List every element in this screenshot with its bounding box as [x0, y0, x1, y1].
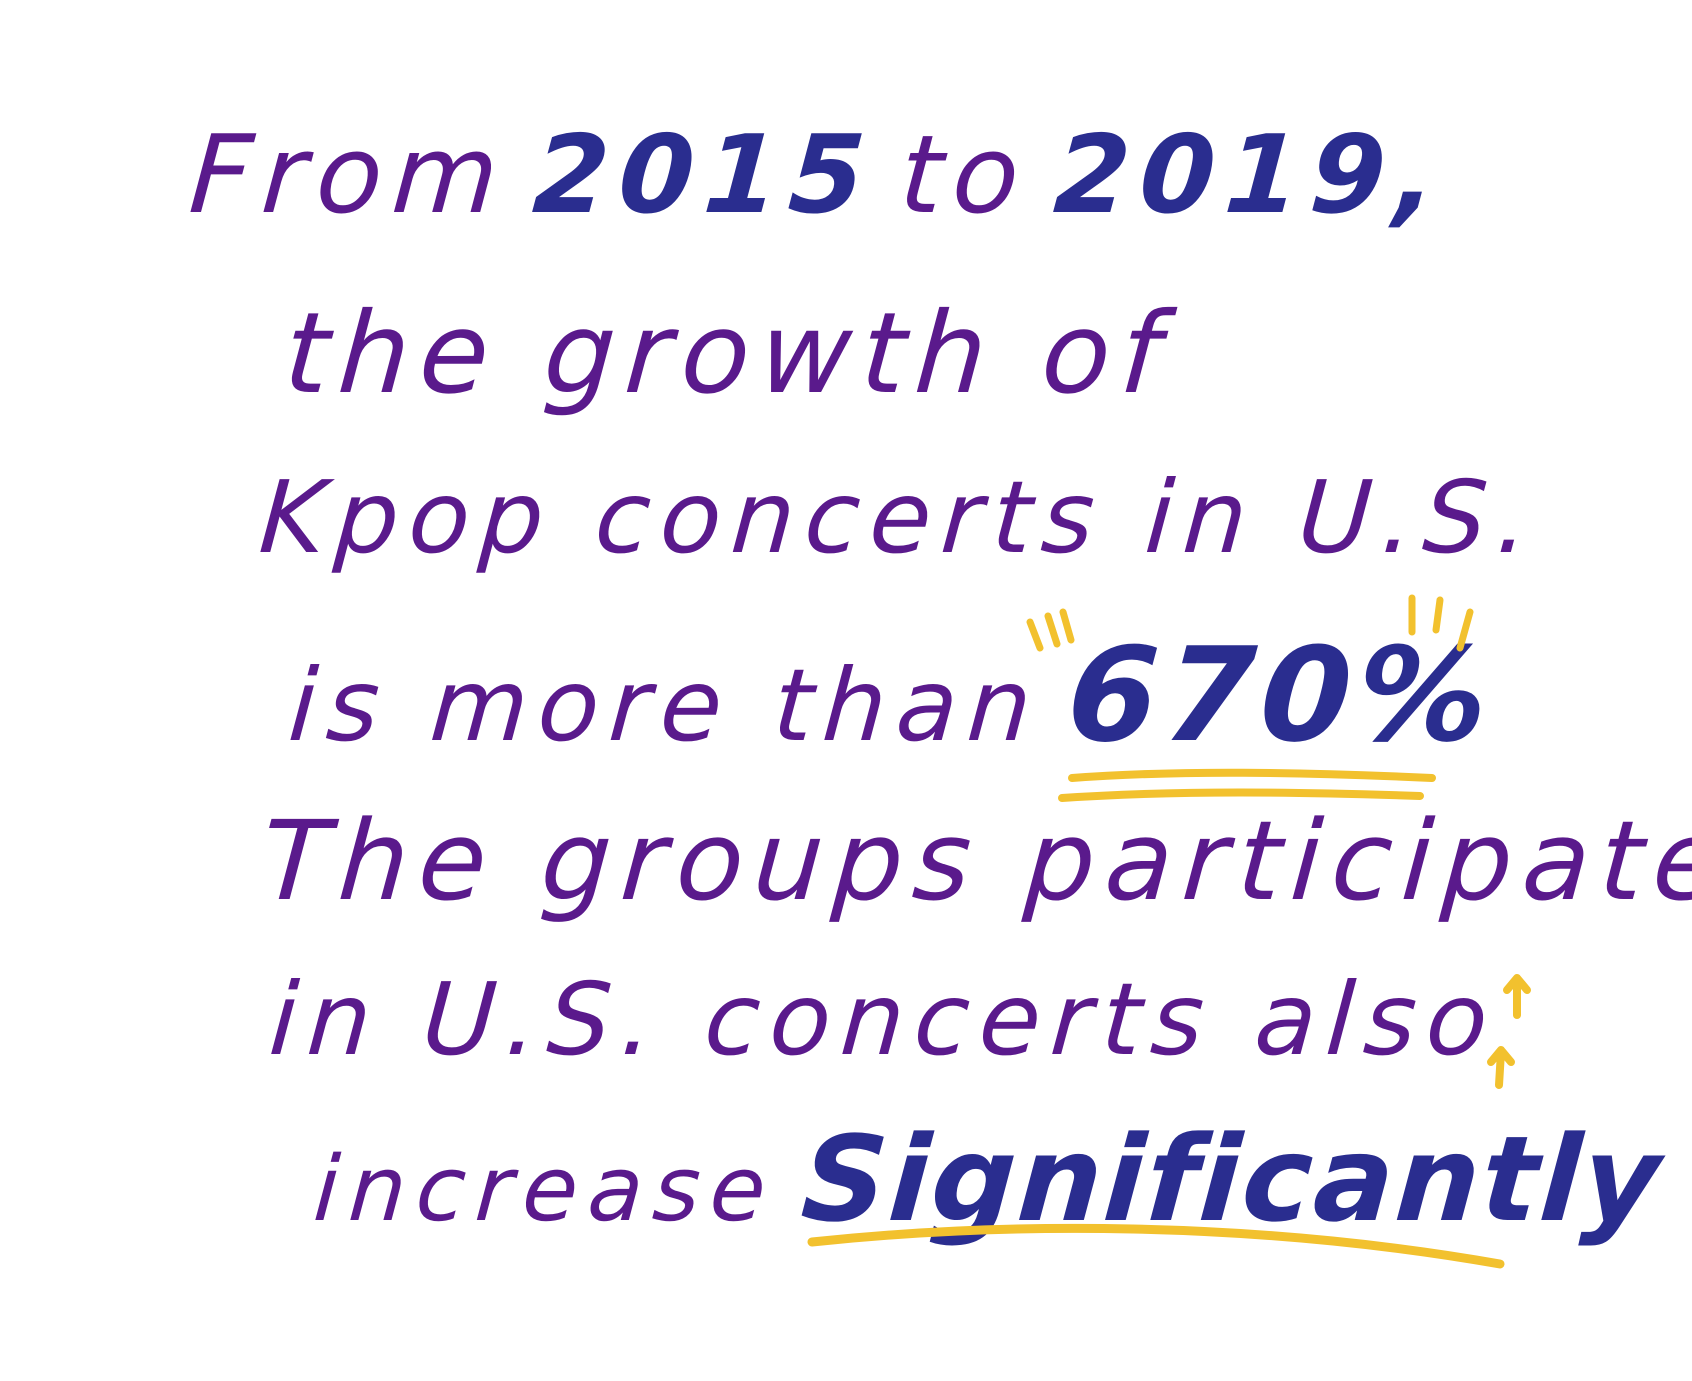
line-6: in U.S. concerts also: [265, 961, 1502, 1078]
word-to: to: [896, 113, 1034, 238]
phrase-is-more-than: is more than: [285, 647, 1046, 764]
year-2015: 2015: [529, 113, 879, 238]
line-7: increase Significantly: [311, 1110, 1667, 1248]
word-increase: increase: [310, 1137, 780, 1242]
word-from: From: [185, 113, 513, 238]
word-significantly: Significantly: [797, 1110, 1667, 1248]
line-1: From 2015 to 2019,: [186, 113, 1451, 238]
line-4: is more than 670%: [285, 619, 1499, 771]
year-2019: 2019,: [1050, 113, 1451, 238]
underline-670-icon: [1058, 768, 1436, 802]
percent-670: 670%: [1062, 619, 1499, 771]
line-5: The groups participate: [257, 797, 1692, 925]
line-2: the growth of: [280, 289, 1175, 419]
line-3: Kpop concerts in U.S.: [255, 459, 1544, 576]
